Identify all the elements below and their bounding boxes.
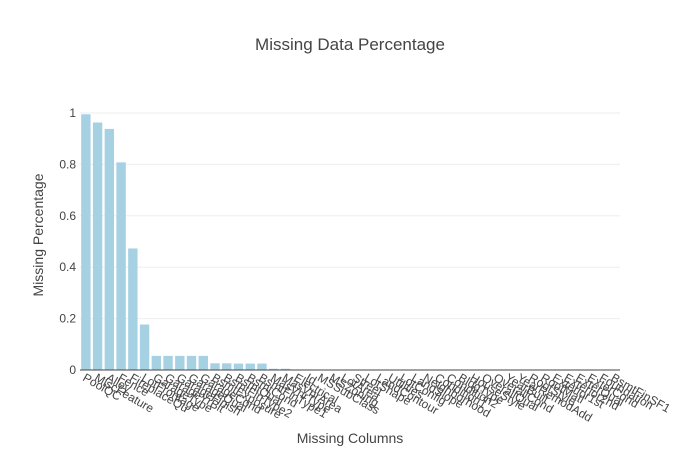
bar[interactable] xyxy=(210,363,220,370)
y-tick-label: 1 xyxy=(69,106,76,120)
bar[interactable] xyxy=(257,363,267,370)
bar[interactable] xyxy=(198,355,208,370)
chart-title: Missing Data Percentage xyxy=(255,35,445,54)
bar[interactable] xyxy=(128,248,138,370)
y-tick-label: 0.2 xyxy=(59,312,76,326)
y-tick-label: 0.8 xyxy=(59,157,76,171)
x-tick-labels: PoolQCMiscFeatureAlleyFenceFireplaceQuLo… xyxy=(80,370,673,424)
bar[interactable] xyxy=(104,128,115,370)
bar[interactable] xyxy=(269,368,279,370)
y-tick-label: 0.4 xyxy=(59,260,76,274)
bar[interactable] xyxy=(186,355,197,370)
bar[interactable] xyxy=(233,363,244,370)
bar[interactable] xyxy=(245,363,255,370)
bars xyxy=(81,114,302,370)
bar[interactable] xyxy=(151,355,161,370)
bar[interactable] xyxy=(280,368,291,370)
bar[interactable] xyxy=(81,114,91,370)
bar[interactable] xyxy=(163,355,173,370)
y-tick-label: 0 xyxy=(69,363,76,377)
x-axis-title: Missing Columns xyxy=(297,430,404,446)
bar[interactable] xyxy=(222,363,232,370)
bar[interactable] xyxy=(116,162,126,370)
bar[interactable] xyxy=(139,324,150,370)
y-tick-labels: 0 0.2 0.4 0.6 0.8 1 xyxy=(59,106,76,377)
y-tick-label: 0.6 xyxy=(59,209,76,223)
bar[interactable] xyxy=(92,122,103,370)
bar[interactable] xyxy=(175,355,185,370)
grid-lines xyxy=(80,112,620,320)
y-axis-title: Missing Percentage xyxy=(30,173,46,296)
